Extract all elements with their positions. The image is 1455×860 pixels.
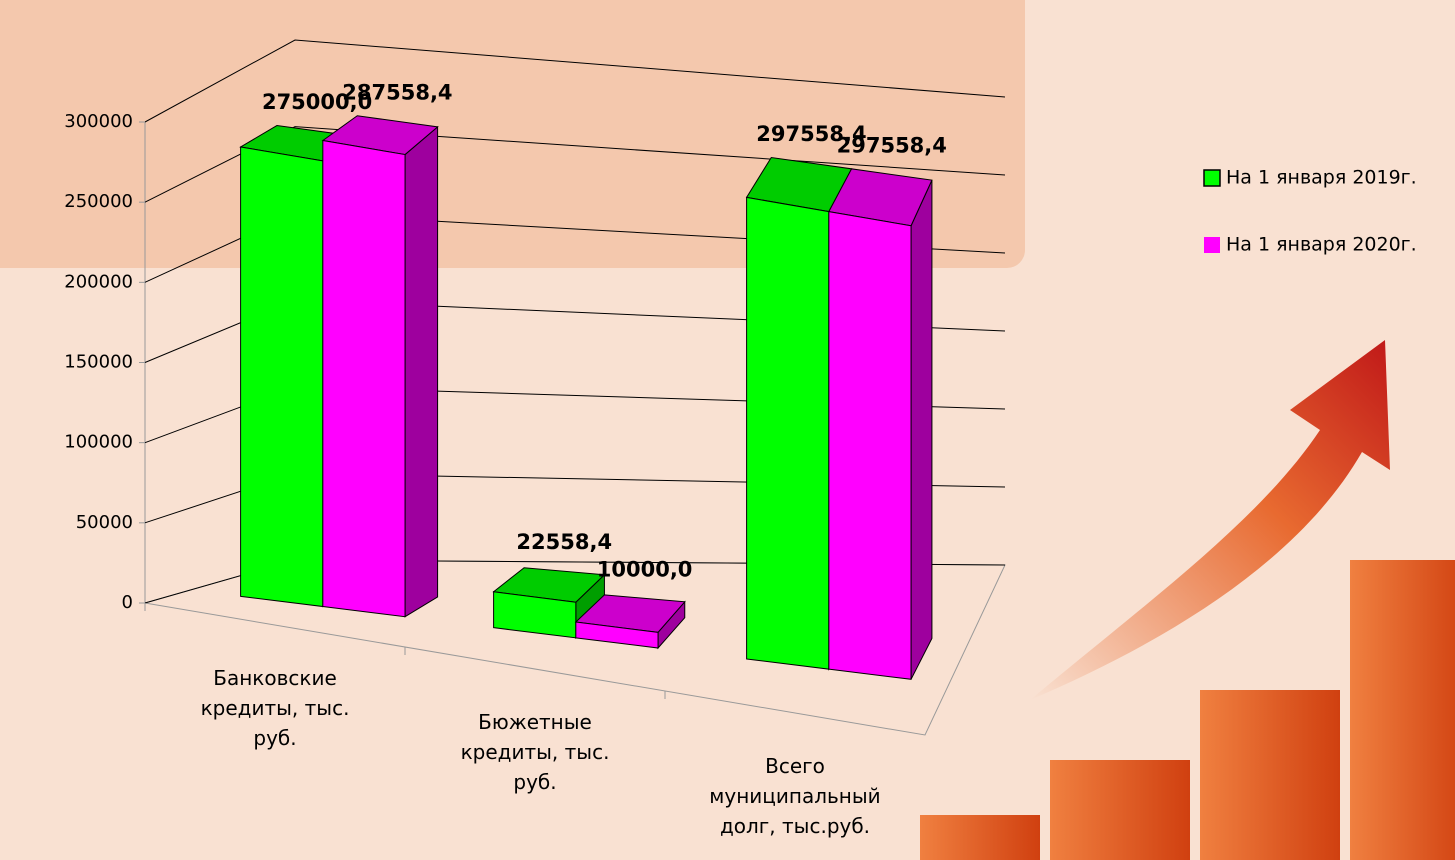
bar [574, 594, 686, 650]
bar-front [240, 146, 324, 608]
bar-front [493, 591, 577, 639]
x-tick-label: Всего муниципальный долг, тыс.руб. [709, 754, 881, 838]
bar-front [828, 210, 912, 680]
x-tick-label: Бюжетные кредиты, тыс. руб. [460, 710, 610, 794]
y-tick-label: 50000 [76, 512, 133, 533]
bar-front [575, 621, 659, 649]
grid-line [144, 39, 1006, 123]
value-label: 297558,4 [756, 122, 866, 146]
x-tick-label: Банковские кредиты, тыс. руб. [200, 666, 350, 750]
value-label: 22558,4 [516, 530, 612, 554]
y-tick-label: 0 [122, 592, 133, 613]
y-tick-label: 150000 [64, 352, 133, 373]
bar [321, 115, 439, 618]
legend-label: На 1 января 2019г. [1226, 167, 1417, 189]
plot-area: 0 50000 100000 150000 200000 250000 300000 2750… [64, 39, 1006, 736]
legend-swatch [1203, 169, 1221, 187]
decor-bars [920, 560, 1455, 860]
y-tick-label: 250000 [64, 191, 133, 212]
bar-front [322, 139, 406, 618]
bar [492, 567, 606, 639]
bar-side [910, 179, 933, 680]
value-label: 10000,0 [597, 557, 693, 581]
legend-label: На 1 января 2020г. [1226, 234, 1417, 256]
y-tick-label: 300000 [64, 111, 133, 132]
bar [828, 168, 933, 680]
bar-side [404, 125, 439, 618]
bar-front [746, 196, 830, 670]
y-tick-label: 100000 [64, 432, 133, 453]
decor-arrow [1030, 340, 1390, 700]
grid-line [144, 126, 1006, 203]
value-label: 297558,4 [837, 133, 947, 157]
legend-swatch [1204, 237, 1220, 253]
y-tick-label: 200000 [64, 271, 133, 292]
value-label: 287558,4 [342, 80, 452, 104]
value-label: 275000,0 [262, 90, 372, 114]
